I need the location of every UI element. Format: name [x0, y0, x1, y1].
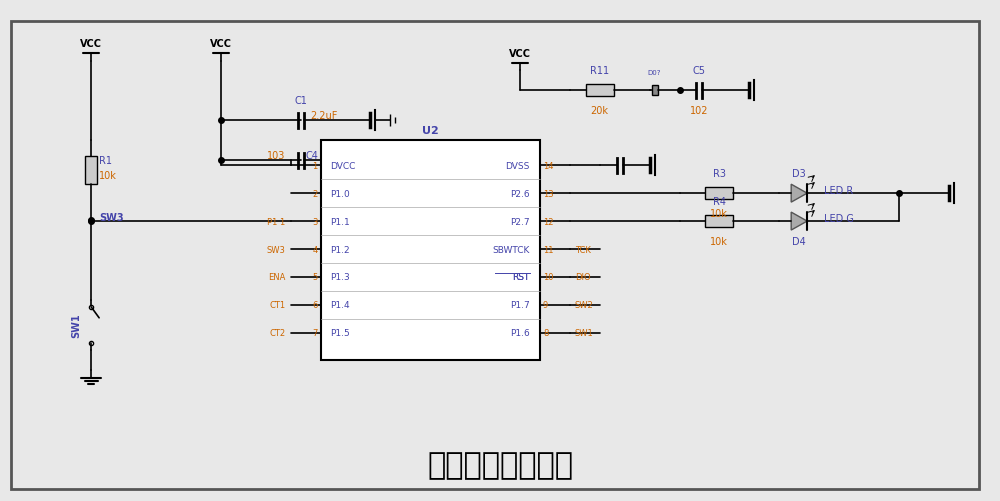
- Text: P1 1: P1 1: [267, 217, 286, 226]
- Text: CT1: CT1: [269, 301, 286, 310]
- Text: P1.7: P1.7: [510, 301, 530, 310]
- Text: R11: R11: [590, 66, 609, 76]
- Text: LED G: LED G: [824, 213, 854, 223]
- Text: P1.1: P1.1: [330, 217, 350, 226]
- Text: 10k: 10k: [99, 171, 117, 181]
- Bar: [586, 85, 614, 97]
- Text: C4: C4: [306, 151, 318, 161]
- Text: TCK: TCK: [575, 245, 591, 254]
- Text: P2.6: P2.6: [510, 189, 530, 198]
- Text: P1.3: P1.3: [330, 273, 350, 282]
- Text: D3: D3: [792, 169, 806, 179]
- Polygon shape: [791, 185, 807, 203]
- Bar: [85, 157, 97, 185]
- Polygon shape: [791, 213, 807, 230]
- Text: 2.2uF: 2.2uF: [311, 111, 338, 121]
- Text: 11: 11: [543, 245, 553, 254]
- Text: P1.2: P1.2: [330, 245, 350, 254]
- Text: VCC: VCC: [80, 39, 102, 49]
- Text: RST: RST: [513, 273, 530, 282]
- Text: CT2: CT2: [269, 329, 286, 338]
- Text: 20k: 20k: [591, 106, 609, 116]
- Text: 7: 7: [312, 329, 318, 338]
- Text: P1.6: P1.6: [510, 329, 530, 338]
- Text: 4: 4: [312, 245, 318, 254]
- Text: SW3: SW3: [99, 212, 124, 222]
- Text: 6: 6: [312, 301, 318, 310]
- Text: 8: 8: [543, 329, 548, 338]
- Text: 14: 14: [543, 161, 553, 170]
- Text: R4: R4: [713, 197, 726, 207]
- Text: SW3: SW3: [267, 245, 286, 254]
- Text: 2: 2: [312, 189, 318, 198]
- Text: 3: 3: [312, 217, 318, 226]
- Text: P1.4: P1.4: [330, 301, 350, 310]
- Text: 13: 13: [543, 189, 554, 198]
- Text: 5: 5: [312, 273, 318, 282]
- Text: ENA: ENA: [268, 273, 286, 282]
- Text: 10k: 10k: [710, 236, 728, 246]
- Text: 103: 103: [267, 151, 286, 161]
- Text: 102: 102: [690, 106, 709, 116]
- Text: C5: C5: [693, 66, 706, 76]
- Text: SW2: SW2: [575, 301, 594, 310]
- Text: 微控制器最小系统: 微控制器最小系统: [427, 450, 573, 479]
- Text: SW1: SW1: [71, 313, 81, 338]
- Text: U2: U2: [422, 126, 439, 136]
- Text: SW1: SW1: [575, 329, 594, 338]
- Text: P1.5: P1.5: [330, 329, 350, 338]
- Bar: [320, 141, 540, 360]
- Text: R3: R3: [713, 169, 726, 179]
- Text: SBWTCK: SBWTCK: [493, 245, 530, 254]
- Bar: [652, 86, 658, 96]
- Text: DIO: DIO: [575, 273, 590, 282]
- Text: C1: C1: [294, 96, 307, 106]
- Text: D4: D4: [792, 236, 806, 246]
- Text: VCC: VCC: [509, 49, 531, 59]
- Text: 9: 9: [543, 301, 548, 310]
- Text: LED R: LED R: [824, 186, 853, 196]
- Bar: [705, 215, 733, 227]
- Text: DVSS: DVSS: [506, 161, 530, 170]
- Text: 1: 1: [312, 161, 318, 170]
- Bar: [705, 188, 733, 200]
- Text: RST: RST: [513, 273, 530, 282]
- Text: P1.0: P1.0: [330, 189, 350, 198]
- Text: DVCC: DVCC: [330, 161, 356, 170]
- Text: D0?: D0?: [648, 70, 661, 76]
- Text: 10: 10: [543, 273, 553, 282]
- Text: VCC: VCC: [210, 39, 232, 49]
- Text: P2.7: P2.7: [510, 217, 530, 226]
- Text: 12: 12: [543, 217, 553, 226]
- Text: 10k: 10k: [710, 209, 728, 218]
- Text: R1: R1: [99, 156, 112, 166]
